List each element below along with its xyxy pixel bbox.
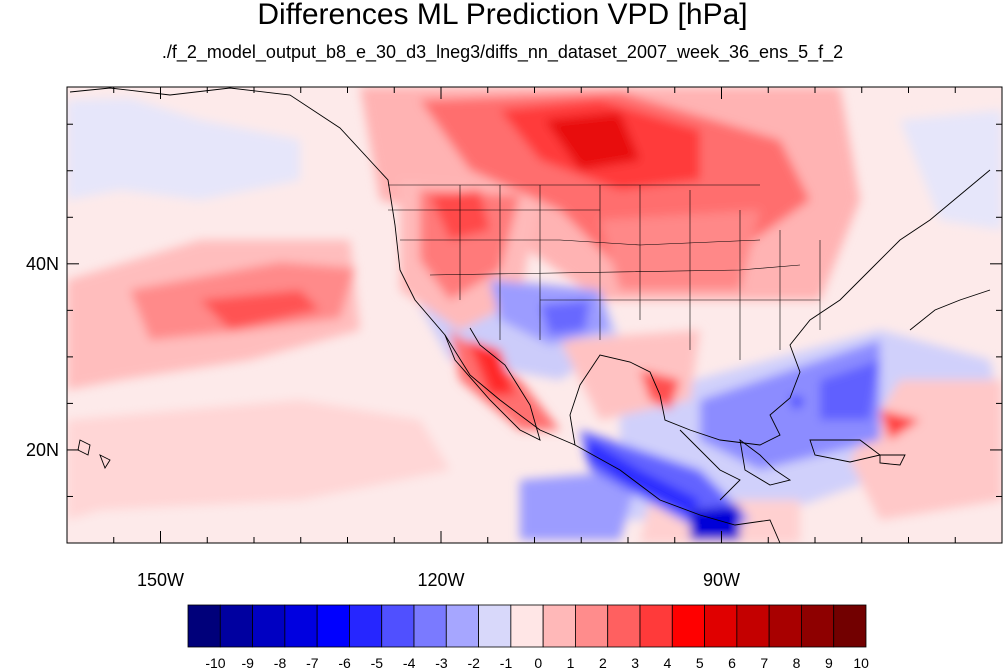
- colorbar-swatch: [768, 604, 802, 648]
- colorbar-swatch: [316, 604, 350, 648]
- colorbar-swatch: [478, 604, 512, 648]
- axis-ticks: [67, 87, 1002, 543]
- colorbar-label: 4: [664, 655, 672, 671]
- colorbar-swatch: [671, 604, 705, 648]
- colorbar-label: 9: [825, 655, 833, 671]
- colorbar-label: -6: [338, 655, 351, 671]
- colorbar-swatch: [833, 604, 867, 648]
- colorbar-label: 5: [696, 655, 704, 671]
- colorbar-swatch: [801, 604, 835, 648]
- lat-tick-label: 40N: [26, 254, 59, 274]
- colorbar-swatch: [381, 604, 415, 648]
- colorbar-swatch: [510, 604, 544, 648]
- state-borders: [388, 184, 821, 360]
- colorbar-label: 8: [793, 655, 801, 671]
- lon-tick-label: 150W: [137, 570, 184, 590]
- lon-tick-label: 90W: [703, 570, 740, 590]
- colorbar-label: -9: [242, 655, 255, 671]
- colorbar-swatch: [704, 604, 738, 648]
- colorbar-label: -2: [468, 655, 481, 671]
- colorbar-label: -1: [500, 655, 513, 671]
- colorbar-swatch: [575, 604, 609, 648]
- colorbar-label: -10: [205, 655, 225, 671]
- colorbar-swatch: [542, 604, 576, 648]
- lat-tick-label: 20N: [26, 440, 59, 460]
- colorbar-label: 1: [567, 655, 575, 671]
- colorbar-label: -5: [371, 655, 384, 671]
- colorbar: -10 -9 -8 -7 -6 -5 -4 -3 -2 -1 0 1 2 3 4 5 6 7 8 9 10: [187, 604, 869, 671]
- colorbar-swatch: [284, 604, 318, 648]
- lon-tick-label: 120W: [417, 570, 464, 590]
- colorbar-label: -8: [274, 655, 287, 671]
- colorbar-swatch: [413, 604, 447, 648]
- colorbar-swatch: [187, 604, 221, 648]
- colorbar-label: 2: [599, 655, 607, 671]
- colorbar-swatch: [349, 604, 383, 648]
- colorbar-label: 7: [760, 655, 768, 671]
- colorbar-label: -4: [403, 655, 416, 671]
- colorbar-swatch: [219, 604, 253, 648]
- axis-labels: 150W 120W 90W 40N 20N: [26, 254, 740, 590]
- colorbar-label: -7: [306, 655, 319, 671]
- map-title: Differences ML Prediction VPD [hPa]: [257, 0, 748, 31]
- colorbar-swatch: [445, 604, 479, 648]
- colorbar-swatch: [607, 604, 641, 648]
- colorbar-label: 3: [631, 655, 639, 671]
- map-subtitle: ./f_2_model_output_b8_e_30_d3_lneg3/diff…: [161, 42, 844, 62]
- colorbar-label: 0: [534, 655, 542, 671]
- colorbar-swatch: [736, 604, 770, 648]
- vpd-difference-field: [67, 87, 1002, 543]
- colorbar-label: 10: [853, 655, 869, 671]
- coastlines: [69, 87, 991, 543]
- colorbar-label: -3: [435, 655, 448, 671]
- colorbar-swatch: [639, 604, 673, 648]
- colorbar-swatch: [252, 604, 286, 648]
- colorbar-label: 6: [728, 655, 736, 671]
